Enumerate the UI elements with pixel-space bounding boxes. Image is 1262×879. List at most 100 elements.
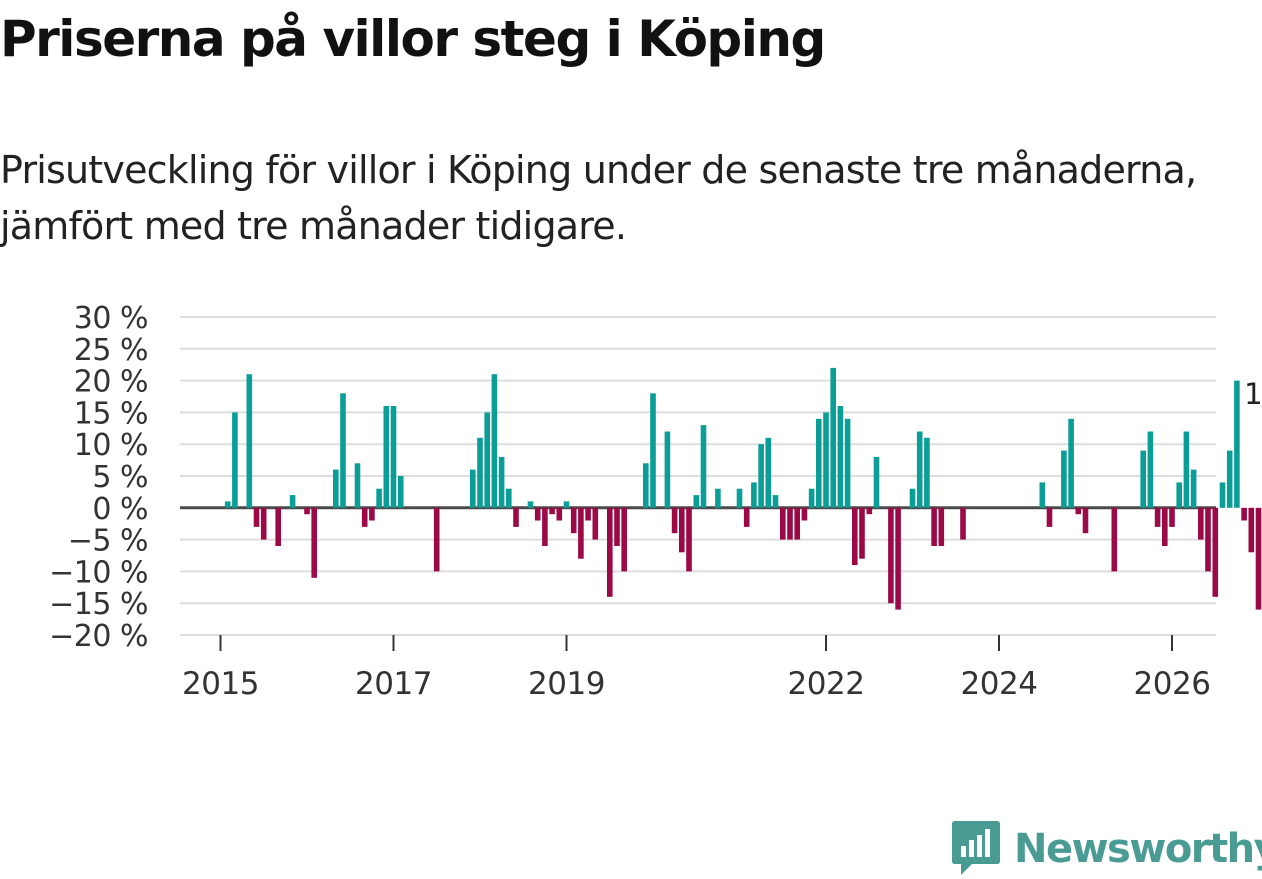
bar — [1219, 482, 1226, 508]
bar — [916, 431, 923, 508]
bar — [563, 501, 570, 508]
bar — [585, 507, 591, 521]
bar — [780, 507, 786, 540]
bar — [852, 507, 858, 565]
x-tick-label: 2017 — [355, 666, 432, 702]
bar — [1212, 507, 1219, 597]
bar — [924, 437, 930, 508]
brand-logo: Newsworthy — [950, 819, 1262, 879]
brand-name: Newsworthy — [1014, 826, 1262, 872]
bar — [844, 418, 851, 508]
y-axis: 30 %25 %20 %15 %10 %5 %0 %−5 %−10 %−15 %… — [49, 301, 148, 654]
bar — [758, 444, 764, 508]
bar — [830, 367, 836, 508]
bar — [498, 456, 505, 508]
bar — [484, 412, 490, 508]
bar — [527, 501, 534, 508]
bar — [260, 507, 267, 540]
bar — [549, 507, 555, 515]
bar — [650, 393, 656, 508]
bar — [1241, 507, 1247, 521]
bar — [369, 507, 375, 521]
bar — [1162, 507, 1168, 546]
bar — [1082, 507, 1089, 534]
x-tick-label: 2022 — [788, 666, 865, 702]
bar — [1140, 450, 1146, 508]
bar — [1190, 469, 1197, 508]
bar — [671, 507, 678, 534]
bar — [556, 507, 563, 521]
bar — [1111, 507, 1118, 572]
bar — [390, 406, 397, 508]
bar — [470, 469, 476, 508]
bar — [765, 437, 772, 508]
bar — [1234, 380, 1240, 508]
y-tick-label: 0 % — [92, 492, 148, 527]
bar — [1255, 507, 1262, 610]
bar — [1039, 482, 1046, 508]
bar — [289, 495, 296, 508]
bar — [333, 469, 339, 508]
bar — [275, 507, 281, 546]
bar — [1046, 507, 1053, 527]
bar — [397, 476, 404, 508]
bar — [679, 507, 685, 553]
gridlines — [180, 316, 1216, 636]
bar — [354, 463, 361, 508]
bar — [909, 488, 916, 508]
x-tick-label: 2015 — [182, 666, 259, 702]
x-tick-label: 2024 — [961, 666, 1038, 702]
bars — [224, 367, 1262, 610]
bar — [542, 507, 548, 546]
bar — [506, 488, 512, 508]
bar — [246, 374, 253, 508]
bar — [808, 488, 815, 508]
bar — [888, 507, 894, 604]
bar — [1176, 482, 1182, 508]
bar — [938, 507, 945, 546]
x-axis: 2015 2017 2019 2022 2024 2026 — [182, 635, 1211, 702]
bar — [621, 507, 627, 572]
bar — [686, 507, 692, 572]
bar — [931, 507, 937, 546]
bar — [1061, 450, 1067, 508]
bar — [1248, 507, 1255, 553]
bar — [693, 495, 700, 508]
bar — [960, 507, 966, 540]
bar — [1226, 450, 1233, 508]
data-label-last: 13 % — [1244, 377, 1262, 411]
bar — [224, 501, 231, 508]
bar — [433, 507, 440, 572]
bar — [743, 507, 750, 527]
bar — [1147, 431, 1154, 508]
bar — [895, 507, 901, 610]
y-tick-label: 15 % — [74, 396, 148, 431]
annotations: 13 % — [1244, 377, 1262, 411]
bar — [736, 488, 743, 508]
y-tick-label: −20 % — [49, 619, 148, 654]
y-tick-label: 5 % — [92, 460, 148, 495]
bar — [607, 507, 613, 597]
bar — [700, 425, 707, 508]
bar — [513, 507, 519, 527]
bar — [578, 507, 584, 559]
bar — [383, 406, 390, 508]
bar — [253, 507, 260, 527]
bar — [859, 507, 865, 559]
bar — [866, 507, 873, 515]
bar — [1169, 507, 1175, 527]
bar — [664, 431, 671, 508]
bar — [1068, 418, 1074, 508]
bar — [751, 482, 757, 508]
bar — [311, 507, 317, 578]
chart-subtitle: Prisutveckling för villor i Köping under… — [0, 148, 1197, 248]
y-tick-label: −15 % — [49, 587, 148, 622]
bar — [232, 412, 238, 508]
bar — [304, 507, 310, 515]
y-tick-label: −10 % — [49, 555, 148, 590]
bar — [376, 488, 382, 508]
bar — [340, 393, 346, 508]
bar — [361, 507, 368, 527]
x-tick-label: 2019 — [528, 666, 605, 702]
